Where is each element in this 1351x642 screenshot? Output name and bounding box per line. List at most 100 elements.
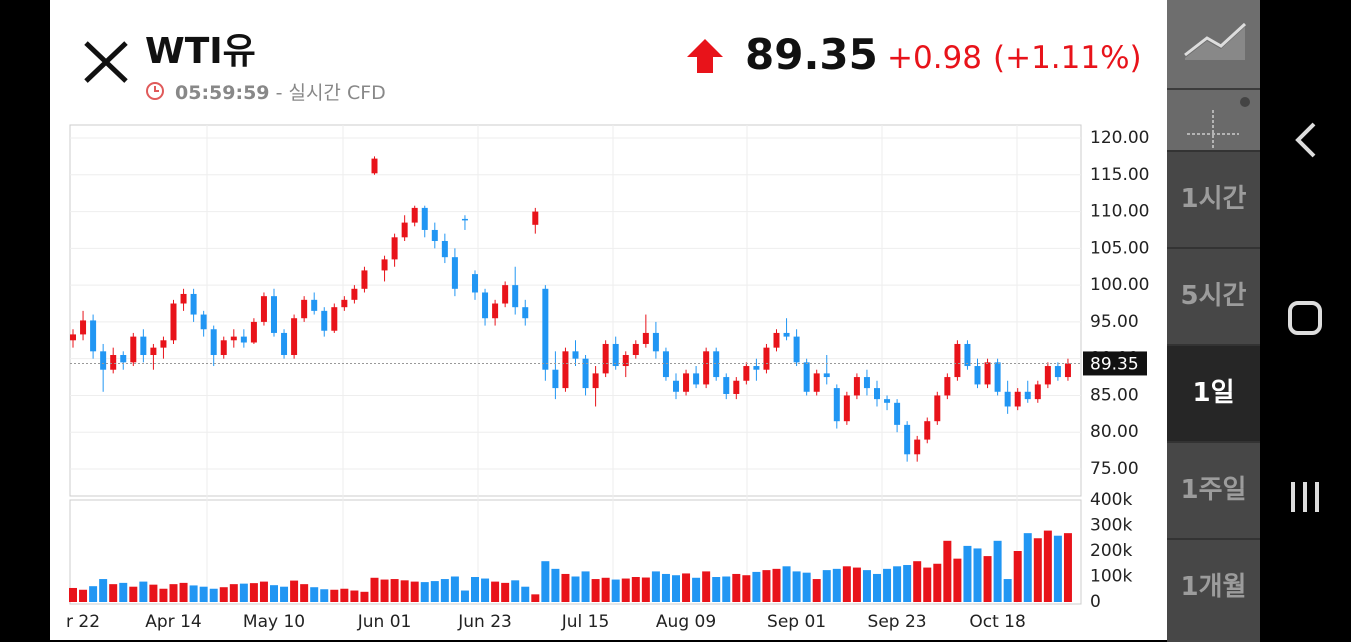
volume-bar [99, 579, 108, 602]
candle-body [441, 240, 448, 258]
candle-body [301, 299, 308, 319]
y-tick-label: 95.00 [1090, 312, 1139, 332]
candle-body [1034, 384, 1041, 400]
volume-bar [802, 572, 811, 602]
candle-body [160, 340, 167, 348]
volume-bar [842, 566, 851, 602]
candle-body [522, 307, 529, 319]
candle-body [291, 318, 298, 355]
y-tick-label: 85.00 [1090, 385, 1139, 405]
source: - 실시간 CFD [275, 82, 386, 104]
volume-bar [702, 571, 711, 602]
volume-bar [501, 582, 510, 602]
x-tick-label: Jun 01 [357, 612, 412, 632]
candle-body [190, 293, 197, 315]
candle-body [773, 332, 780, 348]
candle-body [532, 211, 539, 225]
candle-body [994, 362, 1001, 392]
candle-body [542, 288, 549, 370]
candle-body [984, 362, 991, 385]
candle-body [1044, 366, 1051, 385]
timeframe-panel: 1시간 5시간 1일 1주일 1개월 [1167, 0, 1260, 642]
volume-bar [410, 581, 419, 602]
candle-body [974, 366, 981, 385]
up-arrow [687, 39, 723, 73]
x-tick-label: Sep 01 [767, 612, 826, 632]
candle-body [80, 320, 87, 335]
volume-bar [873, 573, 881, 602]
candle-body [451, 257, 458, 289]
volume-bar [511, 580, 520, 602]
candle-body [843, 395, 850, 422]
volume-bar [280, 586, 289, 602]
back-button[interactable] [1295, 122, 1316, 158]
candle-body [351, 288, 358, 300]
timeframe[interactable]: 5시간 [1167, 247, 1260, 344]
volume-bar [541, 561, 550, 602]
timeframe[interactable]: 1시간 [1167, 150, 1260, 247]
timeframe[interactable]: 1주일 [1167, 441, 1260, 538]
volume-bar [270, 585, 278, 602]
y-tick-label: 100.00 [1090, 275, 1149, 295]
timeframe[interactable]: 1개월 [1167, 538, 1260, 642]
candle-body [512, 285, 519, 308]
candle-body [853, 377, 860, 396]
candle-body [934, 395, 941, 422]
candle-body [572, 351, 579, 359]
candle-body [472, 274, 478, 293]
candle-body [140, 336, 147, 355]
candle-body [482, 292, 489, 319]
candle-body [662, 351, 669, 378]
volume-bar [139, 581, 148, 602]
chart: 75.0080.0085.0090.0095.00100.00105.00110… [66, 124, 1149, 632]
volume-bar [300, 584, 309, 602]
y-tick-label: 110.00 [1090, 202, 1149, 222]
clock-icon [146, 82, 164, 100]
y-tick-label: 75.00 [1090, 459, 1139, 479]
volume-bar [209, 588, 218, 602]
candle-body [733, 380, 740, 394]
candle-body [602, 343, 609, 374]
volume-bar [933, 563, 942, 602]
volume-bar [129, 586, 138, 602]
candle-body [361, 270, 368, 289]
volume-tick-label: 0 [1090, 592, 1101, 612]
candle-body [1054, 366, 1061, 378]
volume-bar [963, 545, 972, 602]
candle-body [713, 351, 720, 378]
x-tick-label: May 10 [243, 612, 305, 632]
candle-body [260, 296, 267, 322]
timeframe[interactable]: 1일 [1167, 344, 1260, 441]
volume-bar [852, 567, 861, 602]
close-icon[interactable] [83, 40, 129, 84]
recents-button[interactable] [1291, 482, 1319, 512]
candle-body [150, 347, 157, 355]
candle-body [954, 343, 961, 378]
volume-bar [259, 581, 268, 602]
candle-body [341, 299, 348, 308]
home-button[interactable] [1288, 301, 1322, 335]
candle-body [130, 336, 137, 363]
candle-body [70, 334, 76, 341]
volume-bar [420, 582, 429, 602]
candle-body [743, 366, 750, 381]
vertical-grid [206, 125, 1018, 604]
volume-bar [400, 580, 409, 602]
candle-body [281, 332, 288, 355]
volume-bar [491, 581, 500, 602]
volume-bar [631, 577, 640, 602]
price: 89.35 [745, 30, 878, 79]
volume-bar [199, 586, 208, 602]
volume-bar [742, 575, 751, 602]
candle-body [240, 336, 247, 343]
volume-bar [993, 540, 1002, 602]
candle-body [803, 362, 810, 392]
candle-body [391, 237, 398, 260]
volume-bar [450, 576, 459, 602]
volume-bar [973, 548, 982, 602]
volume-bar [672, 575, 680, 602]
volume-bar [1043, 530, 1052, 602]
volume-bar [249, 583, 258, 602]
candle-body [924, 421, 931, 440]
candle-body [562, 351, 569, 389]
